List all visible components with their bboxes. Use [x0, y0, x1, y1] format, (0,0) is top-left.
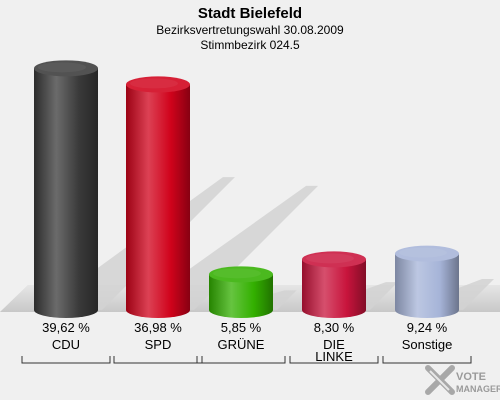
category-bracket	[196, 356, 286, 364]
logo-text-vote: VOTE	[456, 371, 486, 383]
vote-manager-logo: VOTE MANAGER	[425, 365, 500, 395]
value-label: 36,98 %	[134, 320, 182, 335]
value-label: 9,24 %	[407, 320, 448, 335]
logo-text-manager: MANAGER	[456, 384, 500, 394]
bar-die-linke	[302, 251, 366, 318]
category-label: LINKE	[315, 349, 353, 364]
category-label: GRÜNE	[218, 337, 265, 352]
chart-title: Stadt Bielefeld	[198, 5, 302, 22]
value-label: 39,62 %	[42, 320, 90, 335]
labels: 39,62 % CDU 36,98 % SPD 5,85 % GRÜNE 8,30 % DIE…	[21, 320, 472, 364]
category-bracket	[289, 356, 379, 364]
category-label: Sonstige	[402, 337, 453, 352]
bar-cdu	[34, 60, 98, 319]
value-label: 5,85 %	[221, 320, 262, 335]
category-label: SPD	[145, 337, 172, 352]
bar-spd	[126, 76, 190, 318]
ballot-cross-icon	[425, 365, 455, 395]
category-label: CDU	[52, 337, 80, 352]
bar-grüne	[209, 266, 273, 318]
category-bracket	[113, 356, 203, 364]
chart-subtitle-district: Stimmbezirk 024.5	[200, 38, 300, 52]
category-bracket	[21, 356, 111, 364]
bars	[34, 60, 459, 319]
value-label: 8,30 %	[314, 320, 355, 335]
category-label: DIE	[323, 337, 345, 352]
chart-subtitle-date: Bezirksvertretungswahl 30.08.2009	[156, 23, 344, 37]
category-bracket	[382, 356, 472, 364]
bar-sonstige	[395, 245, 459, 318]
